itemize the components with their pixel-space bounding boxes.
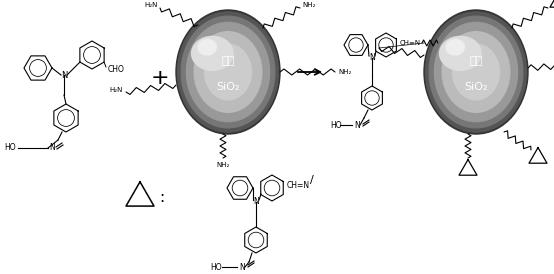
Polygon shape	[126, 182, 154, 206]
Ellipse shape	[186, 22, 270, 122]
Text: 中空: 中空	[469, 56, 483, 66]
Text: /: /	[310, 175, 314, 185]
Ellipse shape	[204, 44, 252, 100]
Text: N: N	[49, 144, 55, 153]
Ellipse shape	[446, 39, 464, 55]
Text: :: :	[160, 190, 165, 206]
Ellipse shape	[194, 32, 262, 112]
Ellipse shape	[181, 16, 275, 128]
Polygon shape	[529, 148, 547, 163]
Text: 中空: 中空	[222, 56, 235, 66]
Polygon shape	[459, 160, 477, 175]
Ellipse shape	[453, 44, 499, 100]
Ellipse shape	[440, 36, 481, 70]
Text: N: N	[253, 198, 259, 207]
Text: N: N	[61, 70, 67, 79]
Text: NH₂: NH₂	[338, 69, 351, 75]
Text: HO: HO	[330, 121, 342, 130]
Ellipse shape	[198, 39, 216, 55]
Text: CHO: CHO	[108, 64, 125, 73]
Ellipse shape	[176, 10, 280, 134]
Ellipse shape	[424, 10, 528, 134]
Polygon shape	[550, 0, 554, 7]
Ellipse shape	[429, 16, 523, 128]
Text: N: N	[239, 262, 245, 272]
Text: HO: HO	[4, 144, 16, 153]
Ellipse shape	[442, 32, 510, 112]
Text: H₂N: H₂N	[110, 87, 123, 93]
Text: +: +	[151, 68, 170, 88]
Text: N: N	[369, 53, 375, 62]
Text: SiO₂: SiO₂	[464, 82, 488, 93]
Ellipse shape	[434, 22, 517, 122]
Text: NH₂: NH₂	[216, 162, 230, 168]
Text: N: N	[354, 121, 360, 130]
Text: H₂N: H₂N	[145, 2, 158, 8]
Ellipse shape	[192, 36, 233, 70]
Text: NH₂: NH₂	[302, 2, 315, 8]
Text: SiO₂: SiO₂	[216, 82, 240, 93]
Text: CH=N: CH=N	[287, 181, 310, 190]
Text: HO: HO	[210, 262, 222, 272]
Ellipse shape	[425, 12, 526, 132]
Text: CH=N: CH=N	[400, 40, 421, 46]
Ellipse shape	[178, 12, 279, 132]
